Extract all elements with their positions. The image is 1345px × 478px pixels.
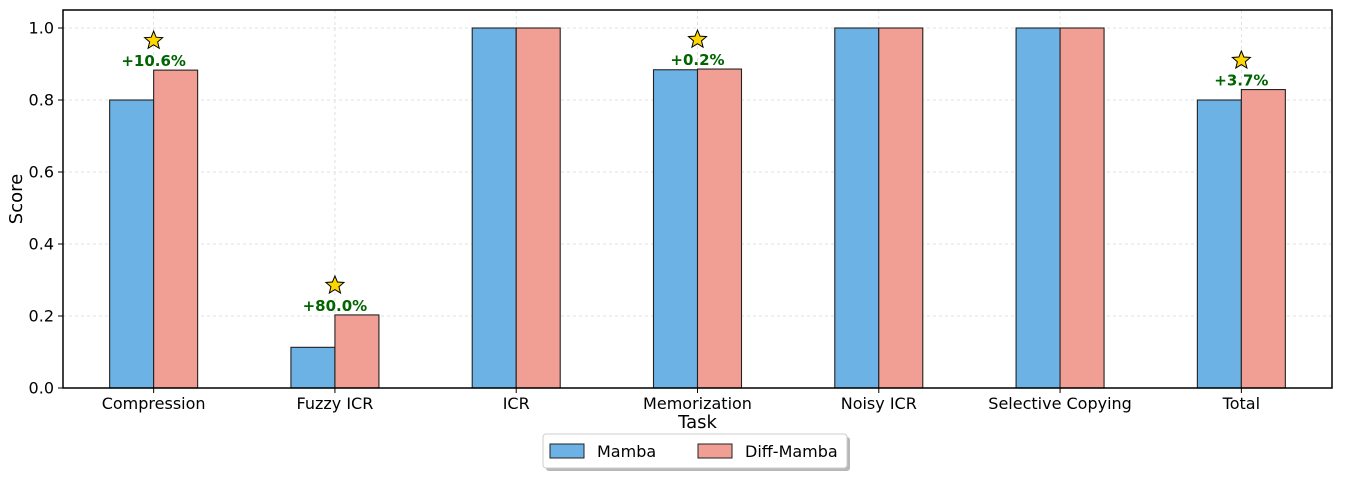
bar-diff-mamba-total (1240, 89, 1286, 389)
y-tick-label: 0.0 (29, 379, 54, 398)
y-tick-label: 0.4 (29, 235, 54, 254)
y-tick-label: 0.2 (29, 307, 54, 326)
star-icon (143, 29, 164, 50)
gain-label: +0.2% (670, 51, 724, 69)
legend-label-diff-mamba: Diff-Mamba (745, 442, 838, 461)
x-tick-label: Fuzzy ICR (297, 394, 374, 413)
gain-label: +80.0% (303, 297, 368, 315)
bar-mamba-total (1196, 99, 1242, 389)
x-tick-label: Total (1222, 394, 1260, 413)
bar-mamba-compression (109, 99, 155, 389)
bar-diff-mamba-icr (515, 27, 561, 389)
legend-box (542, 433, 848, 469)
y-tick-label: 0.8 (29, 91, 54, 110)
bars (109, 27, 1286, 389)
star-icon (687, 28, 708, 49)
legend-swatch-diff-mamba (697, 443, 733, 459)
star-icon (1231, 49, 1252, 70)
legend: Mamba Diff-Mamba (542, 433, 850, 471)
bar-diff-mamba-fuzzy-icr (334, 314, 380, 389)
bar-diff-mamba-compression (153, 69, 199, 389)
bar-mamba-icr (471, 27, 517, 389)
y-axis-label: Score (6, 174, 27, 224)
gain-label: +10.6% (121, 52, 186, 70)
x-tick-label: ICR (503, 394, 530, 413)
bar-mamba-fuzzy-icr (290, 346, 336, 389)
bar-mamba-noisy-icr (834, 27, 880, 389)
star-icon (324, 274, 346, 295)
gain-label: +3.7% (1214, 72, 1268, 90)
y-tick-label: 0.6 (29, 163, 54, 182)
x-axis-label: Task (677, 412, 717, 433)
x-tick-label: Noisy ICR (841, 394, 917, 413)
bar-diff-mamba-noisy-icr (878, 27, 924, 389)
bar-diff-mamba-memorization (696, 68, 743, 389)
bar-mamba-memorization (652, 69, 699, 389)
x-tick-label: Selective Copying (988, 394, 1132, 413)
legend-label-mamba: Mamba (597, 442, 656, 461)
bar-diff-mamba-selective-copying (1059, 27, 1105, 389)
x-tick-label: Compression (102, 394, 206, 413)
axis-ticks: 0.0 0.2 0.4 0.6 0.8 1.0 Compression Fuzzy ICR IC… (29, 19, 1260, 414)
y-tick-label: 1.0 (29, 19, 54, 38)
bar-mamba-selective-copying (1015, 27, 1061, 389)
x-tick-label: Memorization (643, 394, 752, 413)
gain-annotations: +10.6% +80.0% +0.2% +3.7% (121, 28, 1268, 315)
legend-swatch-mamba (549, 443, 585, 459)
